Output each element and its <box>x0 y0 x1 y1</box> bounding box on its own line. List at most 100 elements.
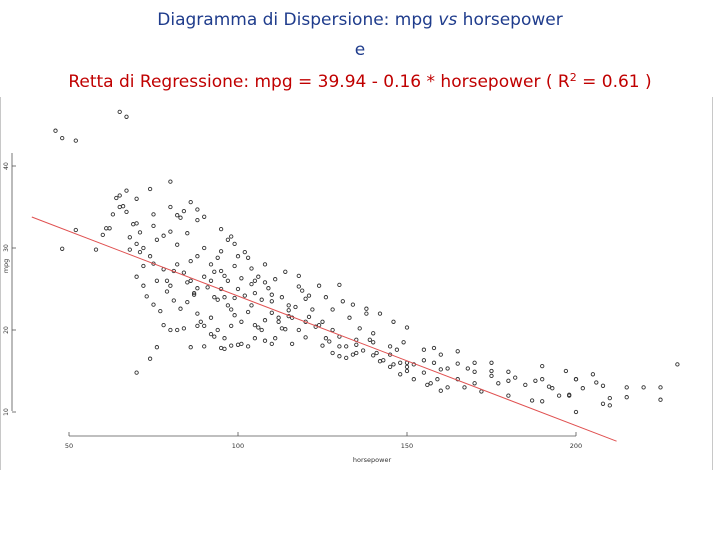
data-point <box>377 311 383 316</box>
data-point <box>229 234 234 239</box>
x-axis-label: horsepower <box>353 456 392 464</box>
data-point <box>472 381 477 386</box>
data-point <box>120 204 126 209</box>
data-point <box>144 294 149 299</box>
data-point <box>394 347 400 352</box>
data-point <box>93 247 99 252</box>
data-point <box>330 327 335 333</box>
data-point <box>540 377 545 382</box>
data-point <box>147 254 153 259</box>
data-point <box>256 325 261 330</box>
data-point <box>161 233 166 238</box>
data-point <box>262 318 268 323</box>
data-point <box>303 296 308 301</box>
data-point <box>607 395 612 401</box>
data-point <box>202 344 207 349</box>
data-point <box>462 385 467 390</box>
data-point <box>256 274 261 279</box>
data-point <box>283 269 288 274</box>
data-point <box>151 302 156 307</box>
data-point <box>235 286 241 292</box>
data-point <box>391 362 396 367</box>
data-point <box>269 299 274 304</box>
data-point <box>455 349 460 354</box>
data-point <box>124 188 129 193</box>
data-point <box>567 392 572 397</box>
data-point <box>137 230 143 235</box>
data-point <box>259 327 264 333</box>
data-point <box>540 363 545 369</box>
y-tick-label: 30 <box>3 244 10 252</box>
data-point <box>360 348 366 353</box>
data-point <box>60 135 65 141</box>
data-point <box>435 377 440 382</box>
data-point <box>421 358 427 363</box>
data-point <box>215 255 220 260</box>
data-point <box>249 266 254 271</box>
data-point <box>563 368 569 374</box>
data-point <box>286 308 291 313</box>
data-point <box>242 249 247 255</box>
data-point <box>195 207 200 212</box>
data-point <box>232 313 237 318</box>
data-point <box>205 285 210 290</box>
data-point <box>168 179 173 184</box>
data-point <box>354 350 359 356</box>
data-point <box>212 295 217 300</box>
data-point <box>421 370 427 375</box>
data-point <box>107 226 112 231</box>
data-point <box>239 319 244 324</box>
data-point <box>188 199 193 205</box>
data-point <box>350 302 356 307</box>
data-point <box>225 278 231 283</box>
data-point <box>296 284 301 289</box>
data-point <box>117 109 122 115</box>
data-point <box>364 311 369 316</box>
data-point <box>269 310 274 315</box>
data-point <box>141 283 146 288</box>
data-point <box>310 307 315 312</box>
data-point <box>222 336 227 341</box>
y-tick-label: 10 <box>3 408 10 416</box>
data-point <box>161 322 166 328</box>
data-point <box>147 356 153 361</box>
data-point <box>218 268 224 274</box>
data-point <box>202 214 207 219</box>
data-point <box>134 241 139 247</box>
data-point <box>195 323 200 329</box>
data-point <box>540 399 545 404</box>
data-point <box>580 386 585 391</box>
data-point <box>232 295 237 301</box>
data-point <box>316 283 322 288</box>
data-point <box>154 237 160 242</box>
data-point <box>337 354 342 359</box>
data-point <box>387 364 393 370</box>
data-point <box>245 309 251 315</box>
data-point <box>110 212 116 217</box>
data-point <box>489 368 494 374</box>
data-point <box>550 386 555 391</box>
data-point <box>185 299 190 305</box>
data-point <box>242 293 247 298</box>
data-point <box>222 273 227 279</box>
data-point <box>279 326 285 331</box>
data-point <box>222 295 227 300</box>
data-point <box>327 339 332 344</box>
data-point <box>198 319 203 324</box>
data-point <box>212 269 217 274</box>
data-point <box>131 222 136 227</box>
data-point <box>137 249 143 255</box>
data-point <box>117 204 122 210</box>
data-point <box>195 311 200 316</box>
data-point <box>218 249 224 254</box>
data-point <box>266 286 271 291</box>
data-point <box>286 303 291 308</box>
data-point <box>425 382 430 388</box>
data-point <box>178 215 183 220</box>
data-point <box>283 327 288 332</box>
axis-layer: 10 20 30 40 50 100 150 200 <box>3 153 582 450</box>
data-point <box>212 334 217 339</box>
data-point <box>357 326 362 331</box>
data-point <box>262 280 268 285</box>
data-point <box>320 343 325 348</box>
